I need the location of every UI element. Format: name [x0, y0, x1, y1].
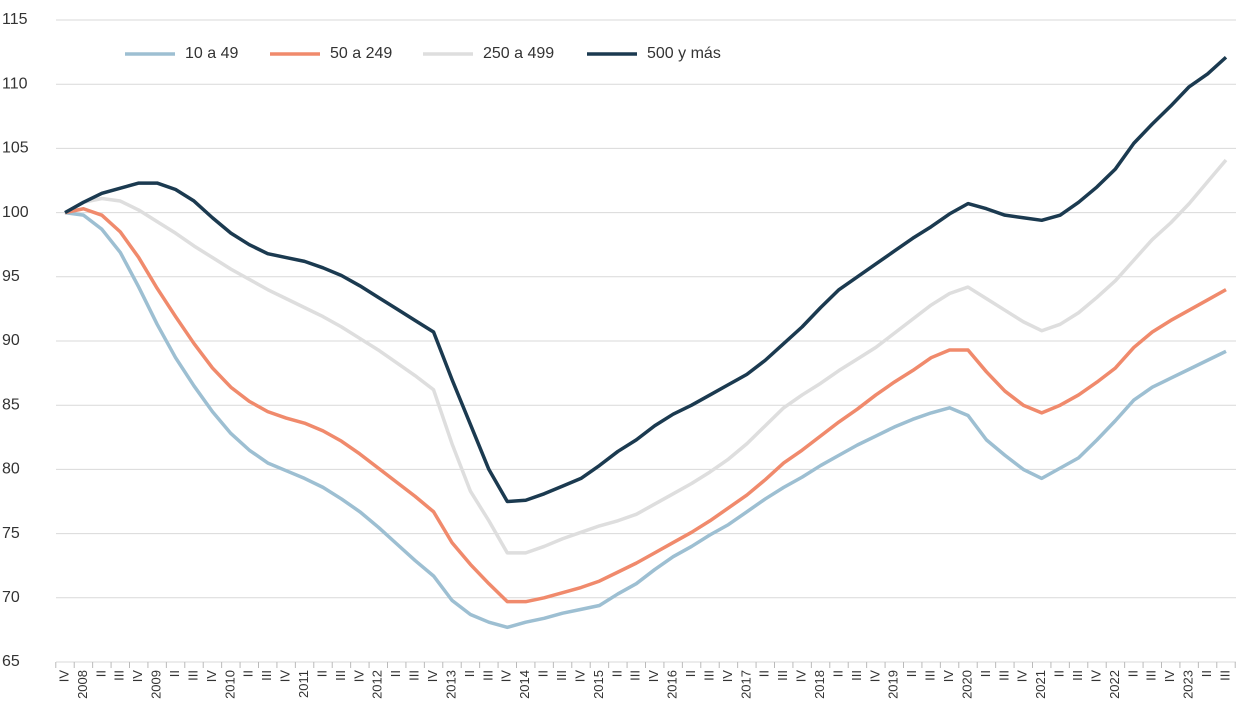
x-tick-label: III — [554, 670, 569, 681]
x-tick-label: III — [407, 670, 422, 681]
x-tick-label: IV — [351, 670, 366, 683]
x-tick-label: II — [1199, 670, 1214, 677]
x-tick-label: II — [462, 670, 477, 677]
x-tick-label: 2021 — [1033, 670, 1048, 699]
x-tick-label: III — [849, 670, 864, 681]
x-tick-label: IV — [425, 670, 440, 683]
x-tick-label: IV — [794, 670, 809, 683]
x-tick-label: 2008 — [75, 670, 90, 699]
y-tick-label: 80 — [2, 461, 20, 478]
y-tick-label: 75 — [2, 525, 20, 542]
x-tick-label: 2011 — [296, 670, 311, 698]
x-tick-label: II — [1125, 670, 1140, 677]
y-tick-label: 100 — [2, 204, 29, 221]
x-tick-label: II — [167, 670, 182, 677]
x-tick-label: II — [1052, 670, 1067, 677]
x-tick-label: III — [333, 670, 348, 681]
x-tick-label: III — [480, 670, 495, 681]
x-tick-label: II — [609, 670, 624, 677]
x-tick-label: III — [996, 670, 1011, 681]
x-tick-label: 2015 — [591, 670, 606, 699]
x-tick-label: 2012 — [370, 670, 385, 699]
x-tick-label: III — [1144, 670, 1159, 681]
x-tick-label: IV — [572, 670, 587, 683]
series-line — [64, 158, 1228, 555]
y-tick-label: 105 — [2, 140, 29, 157]
x-tick-label: II — [536, 670, 551, 677]
y-tick-label: 65 — [2, 653, 20, 670]
x-tick-label: III — [1070, 670, 1085, 681]
legend-label: 250 a 499 — [483, 45, 554, 62]
x-tick-label: III — [923, 670, 938, 681]
x-tick-label: IV — [941, 670, 956, 683]
x-tick-label: IV — [867, 670, 882, 683]
x-tick-label: 2014 — [517, 670, 532, 699]
y-tick-label: 85 — [2, 396, 20, 413]
x-tick-label: II — [241, 670, 256, 677]
x-tick-label: 2018 — [812, 670, 827, 699]
x-tick-label: 2020 — [959, 670, 974, 699]
x-tick-label: IV — [204, 670, 219, 683]
x-tick-label: III — [112, 670, 127, 681]
x-tick-label: III — [1217, 670, 1232, 681]
x-tick-label: IV — [278, 670, 293, 683]
x-tick-label: 2019 — [886, 670, 901, 699]
legend-label: 500 y más — [647, 45, 721, 62]
y-tick-label: 70 — [2, 589, 20, 606]
x-tick-label: III — [185, 670, 200, 681]
legend-label: 50 a 249 — [330, 45, 392, 62]
x-tick-label: II — [93, 670, 108, 677]
y-tick-label: 110 — [2, 75, 28, 92]
x-tick-label: II — [388, 670, 403, 677]
x-tick-label: IV — [499, 670, 514, 683]
x-tick-label: III — [628, 670, 643, 681]
x-tick-label: 2017 — [738, 670, 753, 699]
legend-label: 10 a 49 — [185, 45, 238, 62]
x-tick-label: II — [830, 670, 845, 677]
x-tick-label: IV — [720, 670, 735, 683]
x-tick-label: 2010 — [222, 670, 237, 699]
series-line — [64, 55, 1228, 504]
x-tick-label: IV — [130, 670, 145, 683]
x-tick-label: 2016 — [665, 670, 680, 699]
x-tick-label: IV — [1015, 670, 1030, 683]
x-tick-label: IV — [646, 670, 661, 683]
x-tick-label: III — [259, 670, 274, 681]
y-tick-label: 90 — [2, 332, 20, 349]
x-tick-label: 2023 — [1181, 670, 1196, 699]
x-tick-label: II — [904, 670, 919, 677]
x-tick-label: IV — [56, 670, 71, 683]
x-tick-label: 2013 — [443, 670, 458, 699]
y-tick-label: 95 — [2, 268, 20, 285]
x-tick-label: II — [314, 670, 329, 677]
y-tick-label: 115 — [2, 11, 28, 28]
x-tick-label: 2022 — [1107, 670, 1122, 699]
x-tick-label: III — [701, 670, 716, 681]
x-tick-label: III — [775, 670, 790, 681]
x-tick-label: 2009 — [149, 670, 164, 699]
series-line — [64, 206, 1227, 604]
x-tick-label: II — [757, 670, 772, 677]
x-tick-label: II — [978, 670, 993, 677]
series-line — [64, 210, 1227, 630]
x-tick-label: IV — [1088, 670, 1103, 683]
x-tick-label: IV — [1162, 670, 1177, 683]
x-tick-label: II — [683, 670, 698, 677]
